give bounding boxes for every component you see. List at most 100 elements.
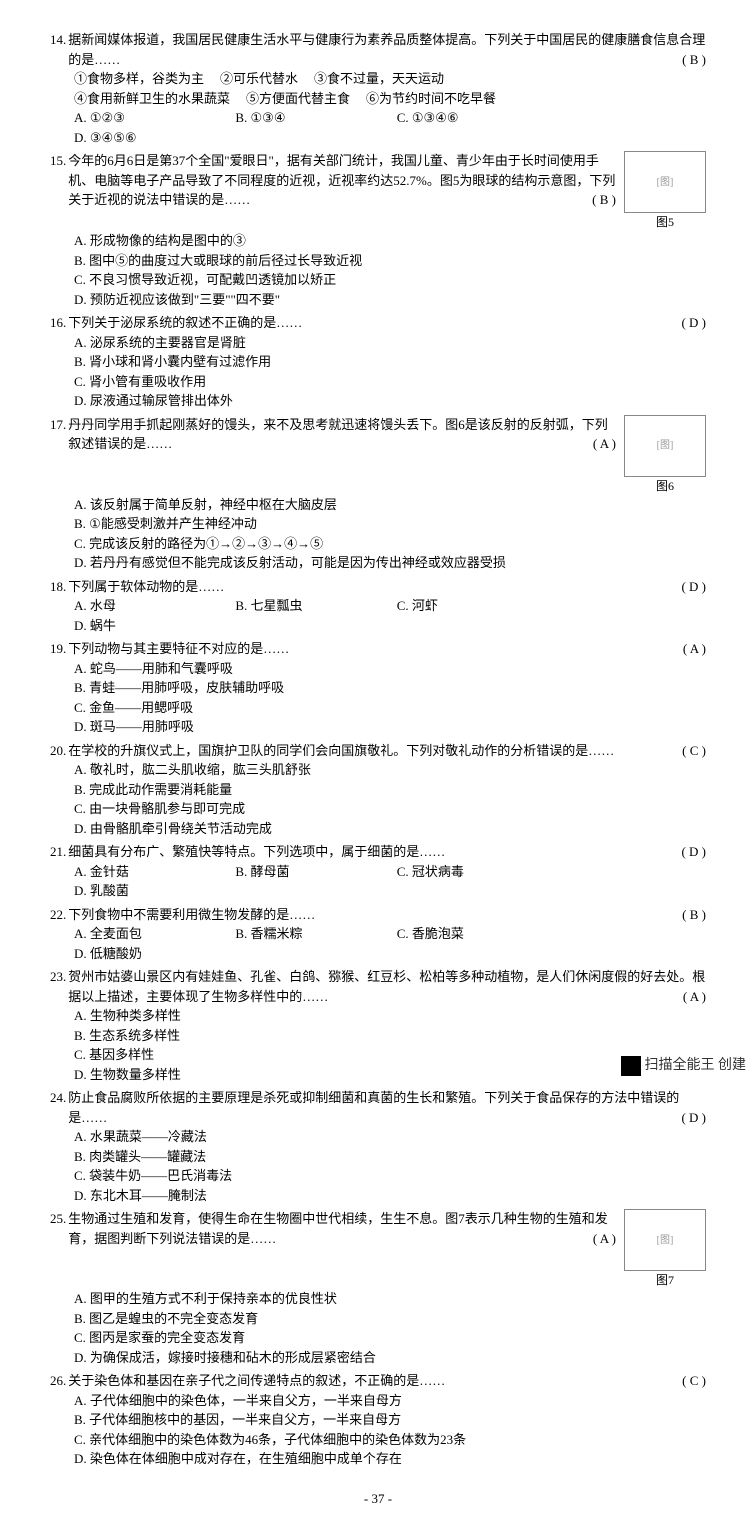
figure-caption: 图7 bbox=[624, 1271, 706, 1289]
option: C. 袋装牛奶——巴氏消毒法 bbox=[74, 1166, 377, 1186]
question-stem: [图] 图6 丹丹同学用手抓起刚蒸好的馒头，来不及思考就迅速将馒头丢下。图6是该… bbox=[68, 415, 706, 495]
option: C. 肾小管有重吸收作用 bbox=[74, 372, 377, 392]
question-number: 23. bbox=[50, 967, 66, 1006]
option: D. 为确保成活，嫁接时接穗和砧木的形成层紧密结合 bbox=[74, 1348, 706, 1368]
option: C. 亲代体细胞中的染色体数为46条，子代体细胞中的染色体数为23条 bbox=[74, 1430, 706, 1450]
option: C. 图丙是家蚕的完全变态发育 bbox=[74, 1328, 706, 1348]
options-stack: A. 图甲的生殖方式不利于保持亲本的优良性状B. 图乙是蝗虫的不完全变态发育C.… bbox=[74, 1289, 706, 1367]
option: A. 全麦面包 bbox=[74, 924, 219, 944]
option: B. ①③④ bbox=[235, 108, 380, 128]
option: B. 酵母菌 bbox=[235, 862, 380, 882]
question-26: 26. 关于染色体和基因在亲子代之间传递特点的叙述，不正确的是……( C ) A… bbox=[50, 1371, 706, 1469]
option: C. 河虾 bbox=[397, 596, 542, 616]
option: B. 生态系统多样性 bbox=[74, 1026, 377, 1046]
answer-blank: ( D ) bbox=[681, 842, 706, 862]
options-row: A. 全麦面包B. 香糯米粽C. 香脆泡菜D. 低糖酸奶 bbox=[74, 924, 706, 963]
options-row: A. 金针菇B. 酵母菌C. 冠状病毒D. 乳酸菌 bbox=[74, 862, 706, 901]
option: B. 子代体细胞核中的基因，一半来自父方，一半来自母方 bbox=[74, 1410, 706, 1430]
question-stem: 下列食物中不需要利用微生物发酵的是……( B ) bbox=[68, 905, 706, 925]
sub-option: ⑥为节约时间不吃早餐 bbox=[366, 91, 496, 106]
option: A. 该反射属于简单反射，神经中枢在大脑皮层 bbox=[74, 495, 706, 515]
options-row: A. 蛇鸟——用肺和气囊呼吸B. 青蛙——用肺呼吸，皮肤辅助呼吸C. 金鱼——用… bbox=[74, 659, 706, 737]
answer-blank: ( D ) bbox=[681, 577, 706, 597]
question-16: 16. 下列关于泌尿系统的叙述不正确的是……( D ) A. 泌尿系统的主要器官… bbox=[50, 313, 706, 411]
question-15: 15. [图] 图5 今年的6月6日是第37个全国"爱眼日"，据有关部门统计，我… bbox=[50, 151, 706, 309]
answer-blank: ( C ) bbox=[682, 741, 706, 761]
answer-blank: ( D ) bbox=[681, 313, 706, 333]
option: B. 肉类罐头——罐藏法 bbox=[74, 1147, 377, 1167]
qr-icon bbox=[621, 1056, 641, 1076]
option: A. 图甲的生殖方式不利于保持亲本的优良性状 bbox=[74, 1289, 706, 1309]
figure-image: [图] bbox=[624, 1209, 706, 1271]
option: C. 香脆泡菜 bbox=[397, 924, 542, 944]
question-number: 25. bbox=[50, 1209, 66, 1289]
options-row: A. 敬礼时，肱二头肌收缩，肱三头肌舒张B. 完成此动作需要消耗能量C. 由一块… bbox=[74, 760, 706, 838]
sub-option: ⑤方便面代替主食 bbox=[246, 91, 350, 106]
option: A. 泌尿系统的主要器官是肾脏 bbox=[74, 333, 377, 353]
question-25: 25. [图] 图7 生物通过生殖和发育，使得生命在生物圈中世代相续，生生不息。… bbox=[50, 1209, 706, 1367]
option: D. 由骨骼肌牵引骨绕关节活动完成 bbox=[74, 819, 377, 839]
option: D. 斑马——用肺呼吸 bbox=[74, 717, 377, 737]
question-number: 24. bbox=[50, 1088, 66, 1127]
option: D. 低糖酸奶 bbox=[74, 944, 219, 964]
question-stem: [图] 图5 今年的6月6日是第37个全国"爱眼日"，据有关部门统计，我国儿童、… bbox=[68, 151, 706, 231]
question-number: 26. bbox=[50, 1371, 66, 1391]
option: B. 肾小球和肾小囊内壁有过滤作用 bbox=[74, 352, 377, 372]
option: D. 预防近视应该做到"三要""四不要" bbox=[74, 290, 706, 310]
question-stem: 防止食品腐败所依据的主要原理是杀死或抑制细菌和真菌的生长和繁殖。下列关于食品保存… bbox=[68, 1088, 706, 1127]
options-row: A. 泌尿系统的主要器官是肾脏B. 肾小球和肾小囊内壁有过滤作用C. 肾小管有重… bbox=[74, 333, 706, 411]
option: B. ①能感受刺激并产生神经冲动 bbox=[74, 514, 706, 534]
question-number: 16. bbox=[50, 313, 66, 333]
question-14: 14. 据新闻媒体报道，我国居民健康生活水平与健康行为素养品质整体提高。下列关于… bbox=[50, 30, 706, 147]
answer-blank: ( C ) bbox=[682, 1371, 706, 1391]
question-stem: [图] 图7 生物通过生殖和发育，使得生命在生物圈中世代相续，生生不息。图7表示… bbox=[68, 1209, 706, 1289]
question-number: 22. bbox=[50, 905, 66, 925]
question-18: 18. 下列属于软体动物的是……( D ) A. 水母B. 七星瓢虫C. 河虾D… bbox=[50, 577, 706, 636]
question-20: 20. 在学校的升旗仪式上，国旗护卫队的同学们会向国旗敬礼。下列对敬礼动作的分析… bbox=[50, 741, 706, 839]
option: C. 由一块骨骼肌参与即可完成 bbox=[74, 799, 377, 819]
option: D. 生物数量多样性 bbox=[74, 1065, 377, 1085]
option: B. 七星瓢虫 bbox=[235, 596, 380, 616]
question-19: 19. 下列动物与其主要特征不对应的是……( A ) A. 蛇鸟——用肺和气囊呼… bbox=[50, 639, 706, 737]
question-stem: 细菌具有分布广、繁殖快等特点。下列选项中，属于细菌的是……( D ) bbox=[68, 842, 706, 862]
sub-option: ④食用新鲜卫生的水果蔬菜 bbox=[74, 91, 230, 106]
option: C. 冠状病毒 bbox=[397, 862, 542, 882]
answer-blank: ( A ) bbox=[593, 1229, 616, 1249]
figure-caption: 图6 bbox=[624, 477, 706, 495]
options-stack: A. 形成物像的结构是图中的③B. 图中⑤的曲度过大或眼球的前后径过长导致近视C… bbox=[74, 231, 706, 309]
question-stem: 关于染色体和基因在亲子代之间传递特点的叙述，不正确的是……( C ) bbox=[68, 1371, 706, 1391]
answer-blank: ( B ) bbox=[592, 190, 616, 210]
sub-options: ①食物多样，谷类为主②可乐代替水③食不过量，天天运动④食用新鲜卫生的水果蔬菜⑤方… bbox=[74, 69, 706, 108]
sub-option: ③食不过量，天天运动 bbox=[314, 71, 444, 86]
option: D. 染色体在体细胞中成对存在，在生殖细胞中成单个存在 bbox=[74, 1449, 706, 1469]
options-stack: A. 该反射属于简单反射，神经中枢在大脑皮层B. ①能感受刺激并产生神经冲动C.… bbox=[74, 495, 706, 573]
option: A. 子代体细胞中的染色体，一半来自父方，一半来自母方 bbox=[74, 1391, 706, 1411]
figure-图6: [图] 图6 bbox=[624, 415, 706, 495]
question-17: 17. [图] 图6 丹丹同学用手抓起刚蒸好的馒头，来不及思考就迅速将馒头丢下。… bbox=[50, 415, 706, 573]
question-number: 20. bbox=[50, 741, 66, 761]
question-22: 22. 下列食物中不需要利用微生物发酵的是……( B ) A. 全麦面包B. 香… bbox=[50, 905, 706, 964]
answer-blank: ( B ) bbox=[682, 50, 706, 70]
options-row: A. 生物种类多样性B. 生态系统多样性C. 基因多样性D. 生物数量多样性 bbox=[74, 1006, 706, 1084]
answer-blank: ( A ) bbox=[683, 639, 706, 659]
question-stem: 下列关于泌尿系统的叙述不正确的是……( D ) bbox=[68, 313, 706, 333]
option: D. ③④⑤⑥ bbox=[74, 128, 219, 148]
option: C. 完成该反射的路径为①→②→③→④→⑤ bbox=[74, 534, 706, 554]
answer-blank: ( A ) bbox=[593, 434, 616, 454]
options-row: A. 水母B. 七星瓢虫C. 河虾D. 蜗牛 bbox=[74, 596, 706, 635]
option: D. 东北木耳——腌制法 bbox=[74, 1186, 377, 1206]
question-21: 21. 细菌具有分布广、繁殖快等特点。下列选项中，属于细菌的是……( D ) A… bbox=[50, 842, 706, 901]
watermark-text: 扫描全能王 创建 bbox=[645, 1058, 747, 1073]
question-number: 17. bbox=[50, 415, 66, 495]
option: D. 尿液通过输尿管排出体外 bbox=[74, 391, 377, 411]
option: C. 不良习惯导致近视，可配戴凹透镜加以矫正 bbox=[74, 270, 706, 290]
figure-caption: 图5 bbox=[624, 213, 706, 231]
question-number: 14. bbox=[50, 30, 66, 69]
question-number: 19. bbox=[50, 639, 66, 659]
options-row: A. 水果蔬菜——冷藏法B. 肉类罐头——罐藏法C. 袋装牛奶——巴氏消毒法D.… bbox=[74, 1127, 706, 1205]
question-23: 23. 贺州市姑婆山景区内有娃娃鱼、孔雀、白鸽、猕猴、红豆杉、松柏等多种动植物，… bbox=[50, 967, 706, 1084]
sub-option: ①食物多样，谷类为主 bbox=[74, 71, 204, 86]
question-stem: 据新闻媒体报道，我国居民健康生活水平与健康行为素养品质整体提高。下列关于中国居民… bbox=[68, 30, 706, 69]
option: A. 敬礼时，肱二头肌收缩，肱三头肌舒张 bbox=[74, 760, 377, 780]
option: B. 青蛙——用肺呼吸，皮肤辅助呼吸 bbox=[74, 678, 377, 698]
